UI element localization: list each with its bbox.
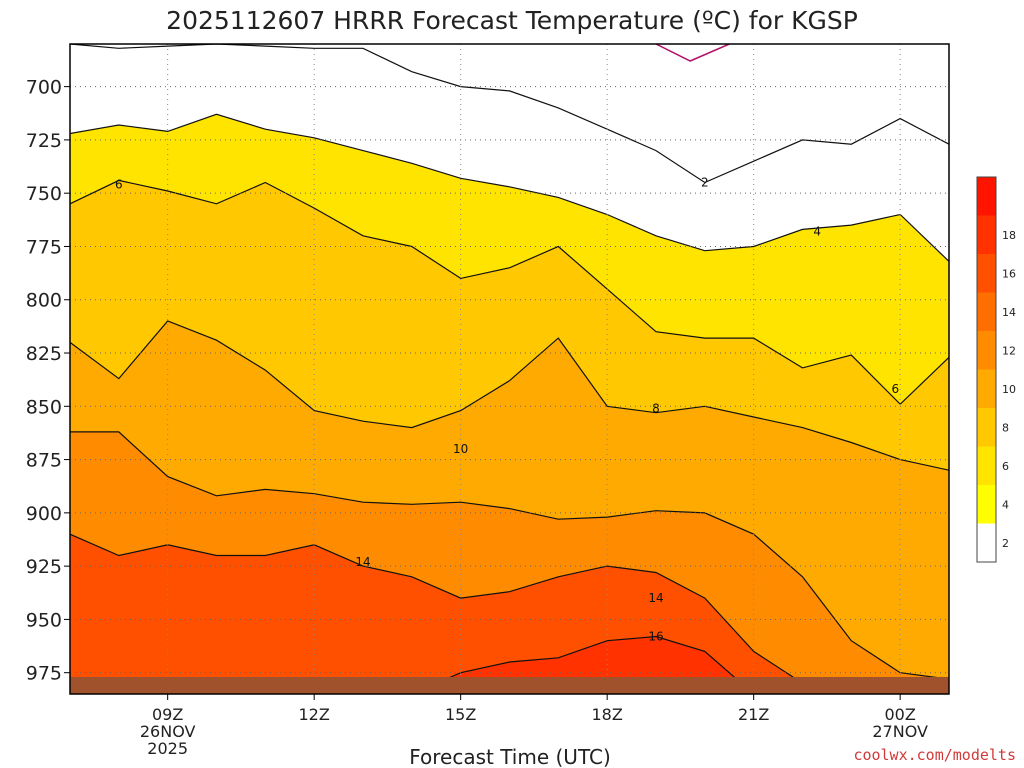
- credit-link[interactable]: coolwx.com/modelts: [853, 746, 1016, 764]
- y-tick-label: 800: [26, 290, 62, 312]
- y-tick-label: 875: [26, 450, 62, 472]
- isotherm-6c: [70, 179, 949, 406]
- colorbar-swatch-8: [977, 215, 996, 254]
- colorbar-label: 4: [1002, 498, 1009, 511]
- colorbar-frame: [976, 176, 997, 563]
- isotherm-16c: [70, 635, 949, 694]
- isotherm-0c: [655, 44, 730, 62]
- colorbar-swatch-6: [977, 292, 996, 331]
- colorbar-label: 2: [1002, 537, 1009, 550]
- y-tick-label: 700: [26, 77, 62, 99]
- isotherm-8c: [70, 320, 949, 471]
- y-tick-label: 775: [26, 236, 62, 258]
- ground-fill: [70, 676, 949, 694]
- x-tick-label: 15Z: [445, 705, 476, 724]
- y-tick-label: 925: [26, 556, 62, 578]
- x-tick-label: 00Z: [885, 705, 916, 724]
- colorbar-swatch-9: [977, 177, 996, 216]
- axes: 70072575077580082585087590092595097509Z2…: [26, 43, 950, 758]
- colorbar-label: 14: [1002, 306, 1016, 319]
- contour-label-14: 14: [648, 591, 663, 605]
- contour-label-6: 6: [115, 178, 123, 192]
- band-14c: [70, 534, 949, 694]
- y-tick-label: 825: [26, 343, 62, 365]
- colorbar-label: 16: [1002, 267, 1016, 280]
- colorbar-swatch-1: [977, 485, 996, 524]
- colorbar-swatch-5: [977, 331, 996, 370]
- y-tick-label: 750: [26, 183, 62, 205]
- colorbar-swatch-2: [977, 446, 996, 485]
- colorbar-swatch-4: [977, 369, 996, 408]
- colorbar-swatch-0: [977, 523, 996, 562]
- x-tick-label: 2025: [147, 739, 188, 758]
- colorbar-label: 18: [1002, 229, 1016, 242]
- colorbar: 2 4 6 8 10 12 14 16 18: [976, 176, 1016, 563]
- contour-label-4: 4: [813, 225, 821, 239]
- colorbar-label: 8: [1002, 421, 1009, 434]
- y-tick-label: 975: [26, 663, 62, 685]
- y-tick-label: 950: [26, 609, 62, 631]
- contour-label-8: 8: [652, 401, 660, 415]
- y-tick-label: 725: [26, 130, 62, 152]
- colorbar-swatch-7: [977, 254, 996, 293]
- contour-label-2: 2: [701, 176, 709, 190]
- contour-label-16: 16: [648, 629, 663, 643]
- contour-label-6: 6: [891, 382, 899, 396]
- colorbar-label: 10: [1002, 383, 1016, 396]
- plot-area: 2 4 6 6 8 10 14 14 16: [70, 44, 949, 694]
- isotherm-4c: [70, 113, 949, 262]
- x-tick-label: 12Z: [299, 705, 330, 724]
- x-tick-label: 18Z: [592, 705, 623, 724]
- isotherm-2c: [70, 44, 949, 184]
- colorbar-label: 12: [1002, 344, 1016, 357]
- chart-title: 2025112607 HRRR Forecast Temperature (ºC…: [166, 6, 858, 35]
- y-tick-label: 850: [26, 396, 62, 418]
- x-tick-label: 27NOV: [872, 722, 928, 741]
- x-tick-label: 26NOV: [140, 722, 196, 741]
- contour-label-14: 14: [355, 555, 370, 569]
- isotherm-10c: [70, 431, 949, 680]
- contour-labels: 2 4 6 6 8 10 14 14 16: [115, 176, 899, 644]
- colorbar-swatch-3: [977, 408, 996, 447]
- x-axis-label: Forecast Time (UTC): [409, 745, 611, 768]
- x-tick-label: 09Z: [152, 705, 183, 724]
- grid-lines: [70, 44, 949, 677]
- x-tick-label: 21Z: [738, 705, 769, 724]
- contour-label-10: 10: [453, 442, 468, 456]
- plot-frame: [69, 43, 950, 695]
- y-tick-label: 900: [26, 503, 62, 525]
- temperature-fill: [70, 44, 949, 694]
- colorbar-label: 6: [1002, 460, 1009, 473]
